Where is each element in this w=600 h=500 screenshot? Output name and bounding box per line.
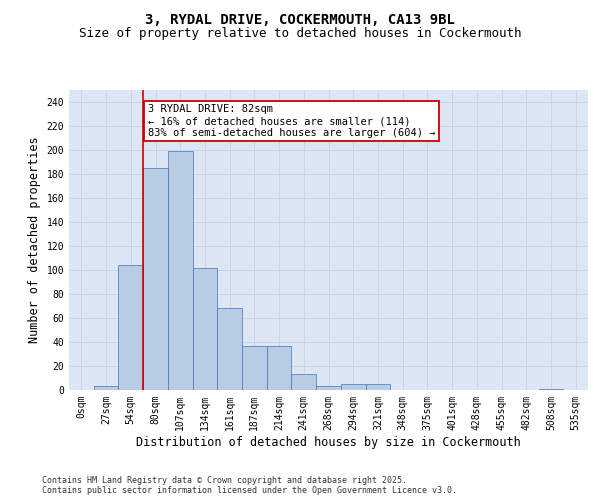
Bar [539,389,563,390]
Text: 3 RYDAL DRIVE: 82sqm
← 16% of detached houses are smaller (114)
83% of semi-deta: 3 RYDAL DRIVE: 82sqm ← 16% of detached h… [148,104,436,138]
Text: Size of property relative to detached houses in Cockermouth: Size of property relative to detached ho… [79,28,521,40]
Text: Contains HM Land Registry data © Crown copyright and database right 2025.
Contai: Contains HM Land Registry data © Crown c… [42,476,457,495]
Bar [341,384,365,390]
Bar [143,168,168,390]
Bar [242,346,267,390]
Bar [94,386,118,390]
Bar [267,346,292,390]
Bar [168,151,193,390]
Bar [118,265,143,390]
Bar [193,268,217,390]
Bar [365,384,390,390]
Bar [316,386,341,390]
Y-axis label: Number of detached properties: Number of detached properties [28,136,41,344]
Text: 3, RYDAL DRIVE, COCKERMOUTH, CA13 9BL: 3, RYDAL DRIVE, COCKERMOUTH, CA13 9BL [145,12,455,26]
X-axis label: Distribution of detached houses by size in Cockermouth: Distribution of detached houses by size … [136,436,521,448]
Bar [217,308,242,390]
Bar [292,374,316,390]
